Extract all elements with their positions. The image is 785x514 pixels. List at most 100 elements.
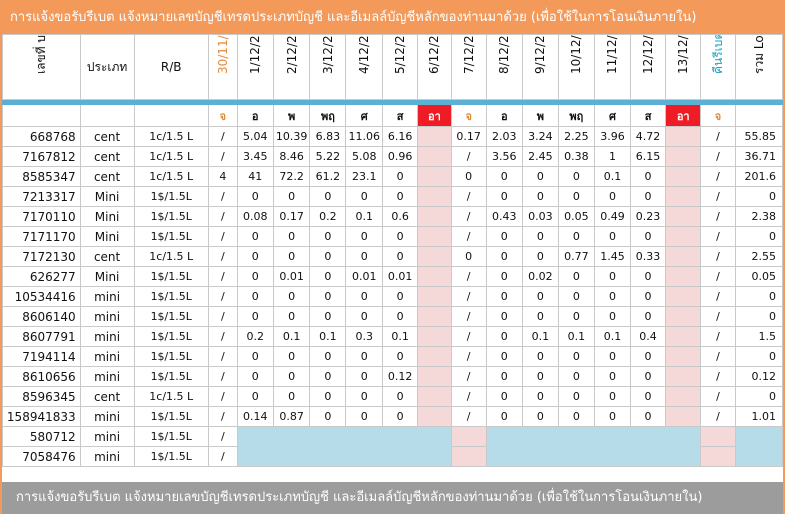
- rebate-rate: 1c/1.5 L: [133, 166, 209, 187]
- day-value: 0: [236, 286, 274, 307]
- weekday-12: ส: [629, 104, 667, 127]
- account-type: mini: [79, 346, 135, 367]
- day-value: 0.43: [485, 206, 523, 227]
- header-date-9: 9/12/2015: [521, 34, 559, 100]
- top-banner: การแจ้งขอรับรีเบต แจ้งหมายเลขบัญชีเทรดปร…: [2, 2, 783, 34]
- account-type: cent: [79, 386, 135, 407]
- sunday-cell: [417, 306, 452, 327]
- day-value: 0.6: [382, 206, 419, 227]
- day-value: /: [207, 146, 238, 167]
- day-value: 2.45: [521, 146, 559, 167]
- table-row: 7213317 Mini 1$/1.5L/0 0 0 0 0/0 0 0 0 0/0: [2, 186, 784, 207]
- day-value: 0.1: [557, 326, 595, 347]
- rebate-rate: 1$/1.5L: [133, 266, 209, 287]
- day-value: 0: [629, 346, 667, 367]
- sunday-cell: [417, 346, 452, 367]
- day-value: 0.01: [345, 266, 384, 287]
- rebate-table: เลขที่ บ/ช ประเภท R/B 30/11/2015 1/12/20…: [2, 34, 784, 467]
- day-value: 0.01: [272, 266, 311, 287]
- sunday-cell: [417, 406, 452, 427]
- day-value: 0: [521, 346, 559, 367]
- day-value: 8.46: [272, 146, 311, 167]
- header-date-10: 10/12/2015: [557, 34, 595, 100]
- day-value: /: [207, 326, 238, 347]
- day-value: 0: [345, 386, 384, 407]
- rebate-refund-mark: /: [700, 206, 736, 227]
- rebate-refund-mark: /: [700, 306, 736, 327]
- day-value: 72.2: [272, 166, 311, 187]
- day-value: 0: [557, 166, 595, 187]
- total-lot: 0.05: [734, 266, 784, 287]
- day-value: 0: [345, 366, 384, 387]
- day-value: 0: [485, 166, 523, 187]
- day-value: /: [450, 366, 487, 387]
- header-date-2: 2/12/2015: [272, 34, 311, 100]
- account-number: 158941833: [2, 406, 81, 427]
- day-value: 0.1: [382, 326, 419, 347]
- day-value: 0: [382, 186, 419, 207]
- table-row: 7167812 cent 1c/1.5 L/3.45 8.46 5.22 5.08 0.96…: [2, 146, 784, 167]
- day-value: 5.04: [236, 126, 274, 147]
- weekday-4: ศ: [345, 104, 384, 127]
- sunday-cell: [417, 386, 452, 407]
- account-number: 7058476: [2, 446, 81, 467]
- day-value: 0: [521, 306, 559, 327]
- account-type: mini: [79, 306, 135, 327]
- day-value: 0: [593, 266, 631, 287]
- day-value: 2.03: [485, 126, 523, 147]
- header-date-11: 11/12/2015: [593, 34, 631, 100]
- account-type: mini: [79, 426, 135, 447]
- day-value: 0.08: [236, 206, 274, 227]
- day-value: 0: [485, 406, 523, 427]
- day-value: 0.05: [557, 206, 595, 227]
- pending-row: 7058476 mini 1$/1.5L /: [2, 446, 783, 467]
- weekday-8: อ: [485, 104, 523, 127]
- day-value: 3.96: [593, 126, 631, 147]
- day-value: 0: [309, 186, 347, 207]
- account-number: 8610656: [2, 366, 81, 387]
- day-value: 0.1: [309, 326, 347, 347]
- account-type: Mini: [79, 186, 135, 207]
- day-value: 5.08: [345, 146, 384, 167]
- sunday-cell: [417, 326, 452, 347]
- sunday-cell: [665, 266, 702, 287]
- total-lot: 55.85: [734, 126, 784, 147]
- day-value: 0: [593, 346, 631, 367]
- weekday-3: พฤ: [309, 104, 347, 127]
- day-value: 3.56: [485, 146, 523, 167]
- account-type: cent: [79, 166, 135, 187]
- rebate-refund-mark: /: [700, 246, 736, 267]
- rebate-rate: 1$/1.5L: [133, 366, 209, 387]
- header-date-6: 6/12/2015: [417, 34, 452, 100]
- day-value: 0: [557, 286, 595, 307]
- day-value: /: [450, 386, 487, 407]
- header-type: ประเภท: [79, 34, 135, 100]
- day-value: 0: [382, 306, 419, 327]
- day-value: 0.4: [629, 326, 667, 347]
- day-value: 0: [309, 386, 347, 407]
- day-value: 0: [382, 246, 419, 267]
- day-value: 0: [557, 346, 595, 367]
- day-value: 5.22: [309, 146, 347, 167]
- day-value: /: [207, 406, 238, 427]
- day-value: 0: [557, 226, 595, 247]
- total-lot: 0: [734, 346, 784, 367]
- header-date-7: 7/12/2015: [450, 34, 487, 100]
- rebate-refund-mark: /: [700, 386, 736, 407]
- rebate-refund-mark: /: [700, 366, 736, 387]
- day-value: 0: [485, 346, 523, 367]
- pending-block-week2: [485, 426, 702, 467]
- day-value: 2.25: [557, 126, 595, 147]
- rebate-rate: 1$/1.5L: [133, 226, 209, 247]
- sunday-cell: [665, 306, 702, 327]
- account-type: Mini: [79, 266, 135, 287]
- rebate-rate: 1$/1.5L: [133, 286, 209, 307]
- day-value: 0: [521, 406, 559, 427]
- day-value: 0: [236, 386, 274, 407]
- day-value: /: [450, 326, 487, 347]
- day-value: /: [207, 266, 238, 287]
- day-value: /: [207, 286, 238, 307]
- day-value: 0: [485, 306, 523, 327]
- sunday-cell: [417, 226, 452, 247]
- day-value: /: [207, 246, 238, 267]
